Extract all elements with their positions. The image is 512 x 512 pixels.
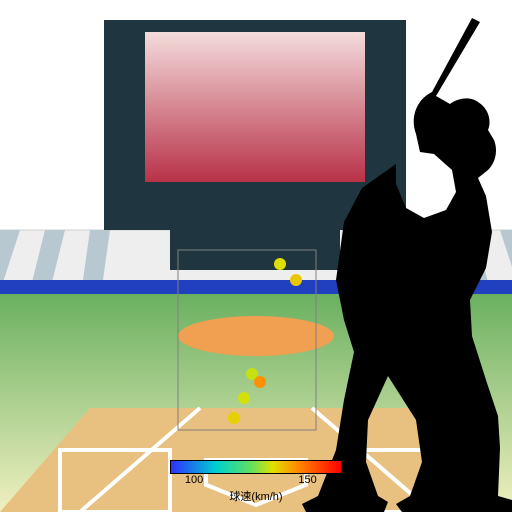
pitch-location-diagram: 100 150 球速(km/h) [0,0,512,512]
colorbar-gradient [170,460,342,474]
colorbar-label: 球速(km/h) [170,488,342,504]
speed-colorbar: 100 150 球速(km/h) [170,460,342,504]
colorbar-tick: 100 [185,474,203,486]
colorbar-tick: 150 [298,474,316,486]
batter-silhouette [0,0,512,512]
colorbar-ticks: 100 150 [170,474,342,488]
